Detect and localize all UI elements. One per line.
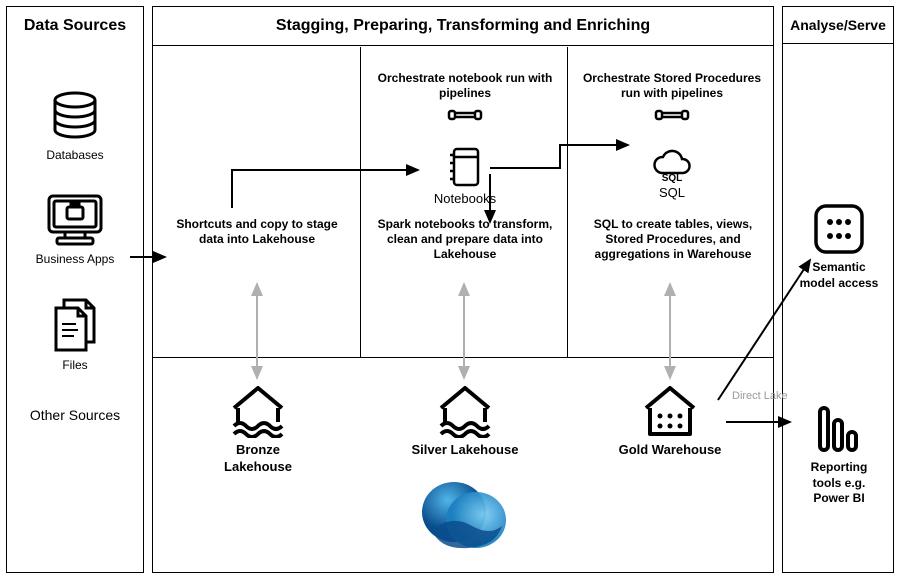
sql-cell: SQL SQL xyxy=(633,149,711,202)
data-sources-panel: Data Sources Databases Business Apps xyxy=(6,6,144,573)
gold-orch-cell: Orchestrate Stored Procedures run with p… xyxy=(579,71,765,125)
silver-orch-label: Orchestrate notebook run with pipelines xyxy=(375,71,555,101)
semantic-model: Semantic model access xyxy=(797,202,881,291)
silver-lakehouse: Silver Lakehouse xyxy=(410,382,520,459)
database-icon xyxy=(48,90,102,144)
silver-lake-label: Silver Lakehouse xyxy=(412,442,519,459)
svg-text:SQL: SQL xyxy=(662,173,683,183)
onelake-icon xyxy=(418,472,512,558)
divider-a xyxy=(360,47,361,357)
middle-panel: Stagging, Preparing, Transforming and En… xyxy=(152,6,774,573)
notebooks-label: Notebooks xyxy=(434,191,496,208)
gold-lake-label: Gold Warehouse xyxy=(619,442,722,459)
reporting-tools: Reporting tools e.g. Power BI xyxy=(795,402,883,507)
silver-desc: Spark notebooks to transform, clean and … xyxy=(371,217,559,262)
semantic-model-icon xyxy=(812,202,866,256)
silver-orch-cell: Orchestrate notebook run with pipelines xyxy=(375,71,555,125)
source-databases: Databases xyxy=(7,90,143,162)
gold-orch-label: Orchestrate Stored Procedures run with p… xyxy=(579,71,765,101)
reporting-icon xyxy=(814,402,864,456)
source-business-apps-label: Business Apps xyxy=(36,252,115,266)
source-business-apps: Business Apps xyxy=(7,192,143,266)
sql-label: SQL xyxy=(659,185,685,202)
source-files: Files xyxy=(7,296,143,372)
serve-panel: Analyse/Serve Semantic model access Repo… xyxy=(782,6,894,573)
onelake-logo xyxy=(413,472,517,558)
source-databases-label: Databases xyxy=(46,148,103,162)
gold-warehouse: Gold Warehouse xyxy=(615,382,725,459)
semantic-label: Semantic model access xyxy=(797,260,881,291)
files-icon xyxy=(46,296,104,354)
business-apps-icon xyxy=(43,192,107,248)
notebook-icon xyxy=(448,147,482,187)
divider-b xyxy=(567,47,568,357)
bronze-desc: Shortcuts and copy to stage data into La… xyxy=(171,217,343,247)
other-sources-label: Other Sources xyxy=(7,406,143,424)
bronze-stage-cell: Shortcuts and copy to stage data into La… xyxy=(171,217,343,247)
lakehouse-icon xyxy=(435,382,495,438)
data-sources-title: Data Sources xyxy=(7,7,143,45)
horizontal-divider xyxy=(153,357,773,358)
notebooks-cell: Notebooks xyxy=(423,147,507,208)
reporting-label: Reporting tools e.g. Power BI xyxy=(795,460,883,507)
source-files-label: Files xyxy=(62,358,87,372)
middle-title: Stagging, Preparing, Transforming and En… xyxy=(153,7,773,46)
pipeline-icon-2 xyxy=(654,105,690,125)
lakehouse-icon xyxy=(228,382,288,438)
warehouse-icon xyxy=(640,382,700,438)
gold-desc: SQL to create tables, views, Stored Proc… xyxy=(577,217,769,262)
pipeline-icon xyxy=(447,105,483,125)
bronze-lakehouse: Bronze Lakehouse xyxy=(203,382,313,476)
bronze-lake-label: Bronze Lakehouse xyxy=(203,442,313,476)
sql-cloud-icon: SQL xyxy=(650,149,694,183)
gold-desc-cell: SQL to create tables, views, Stored Proc… xyxy=(577,217,769,262)
serve-title: Analyse/Serve xyxy=(783,7,893,44)
silver-desc-cell: Spark notebooks to transform, clean and … xyxy=(371,217,559,262)
